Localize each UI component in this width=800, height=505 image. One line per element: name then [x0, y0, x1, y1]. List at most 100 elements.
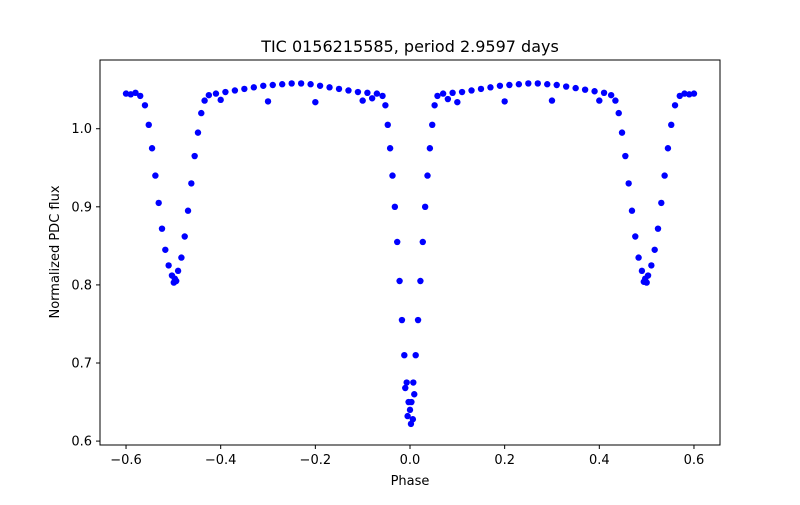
data-point — [414, 316, 422, 324]
x-tick-label: −0.6 — [110, 453, 142, 468]
data-point — [382, 102, 389, 109]
data-point — [141, 102, 149, 109]
data-point — [600, 89, 608, 97]
x-tick-label: −0.2 — [300, 453, 332, 468]
data-point — [205, 91, 213, 99]
data-point — [408, 398, 415, 406]
data-point — [373, 90, 381, 97]
data-point — [612, 97, 619, 104]
data-point — [288, 80, 295, 87]
data-point — [638, 267, 646, 275]
data-point — [406, 406, 414, 414]
x-tick-label: 0.0 — [400, 453, 421, 468]
data-point — [412, 351, 419, 359]
data-point — [307, 81, 314, 88]
data-point — [651, 246, 658, 253]
y-tick-label: 0.8 — [71, 278, 92, 293]
data-point — [158, 225, 166, 232]
data-point — [449, 89, 456, 97]
data-point — [335, 85, 343, 93]
data-point — [132, 89, 139, 97]
data-marks — [122, 80, 698, 428]
data-point — [386, 145, 394, 152]
y-tick-label: 1.0 — [71, 122, 92, 137]
data-point — [269, 81, 276, 89]
x-axis-label: Phase — [391, 474, 430, 489]
data-point — [260, 82, 267, 89]
data-point — [534, 80, 541, 87]
data-point — [487, 84, 494, 91]
data-point — [664, 145, 672, 152]
data-point — [525, 80, 532, 87]
data-point — [421, 203, 429, 211]
data-point — [201, 97, 208, 104]
data-point — [596, 97, 603, 104]
data-point — [431, 102, 438, 109]
data-point — [379, 92, 386, 100]
data-point — [191, 152, 198, 160]
data-point — [424, 172, 431, 179]
data-point — [155, 199, 162, 207]
data-point — [591, 88, 598, 95]
x-tick-label: 0.6 — [684, 453, 705, 468]
y-tick-label: 0.9 — [71, 200, 92, 215]
data-point — [279, 81, 286, 88]
data-point — [241, 85, 248, 93]
data-point — [544, 81, 551, 88]
data-point — [676, 92, 683, 100]
data-point — [607, 91, 615, 99]
x-tick-label: 0.4 — [589, 453, 610, 468]
y-axis-label: Normalized PDC flux — [48, 185, 63, 318]
data-point — [635, 254, 642, 261]
data-point — [152, 172, 159, 179]
data-point — [681, 90, 688, 97]
data-point — [632, 233, 639, 240]
data-point — [364, 89, 371, 97]
x-tick-label: −0.4 — [205, 453, 237, 468]
data-point — [384, 121, 391, 129]
data-point — [122, 90, 130, 97]
data-point — [250, 84, 258, 91]
data-point — [194, 129, 202, 136]
data-point — [622, 152, 629, 160]
data-point — [618, 129, 626, 136]
data-point — [165, 262, 172, 269]
data-point — [181, 233, 188, 240]
data-point — [648, 262, 655, 269]
data-point — [403, 379, 410, 386]
data-point — [496, 82, 504, 89]
data-point — [548, 97, 556, 104]
data-point — [419, 238, 426, 246]
data-point — [410, 379, 417, 386]
data-point — [506, 81, 513, 89]
data-point — [458, 88, 466, 96]
data-point — [581, 86, 589, 93]
data-point — [145, 121, 152, 129]
data-point — [628, 207, 636, 214]
data-point — [178, 254, 185, 261]
data-point — [173, 277, 180, 285]
data-point — [198, 109, 205, 117]
y-tick-label: 0.6 — [71, 435, 92, 450]
data-point — [454, 98, 461, 106]
data-point — [212, 90, 220, 97]
data-point — [690, 90, 698, 97]
data-point — [658, 199, 665, 207]
data-point — [572, 84, 579, 92]
data-point — [654, 225, 662, 232]
data-point — [391, 203, 399, 211]
data-point — [137, 92, 144, 100]
data-point — [389, 172, 396, 179]
data-point — [417, 277, 424, 285]
data-point — [396, 277, 403, 285]
data-point — [686, 91, 693, 98]
data-point — [326, 84, 333, 91]
data-point — [501, 98, 508, 105]
data-point — [625, 180, 632, 187]
data-point — [553, 81, 560, 89]
data-point — [411, 391, 418, 398]
data-point — [643, 279, 650, 286]
